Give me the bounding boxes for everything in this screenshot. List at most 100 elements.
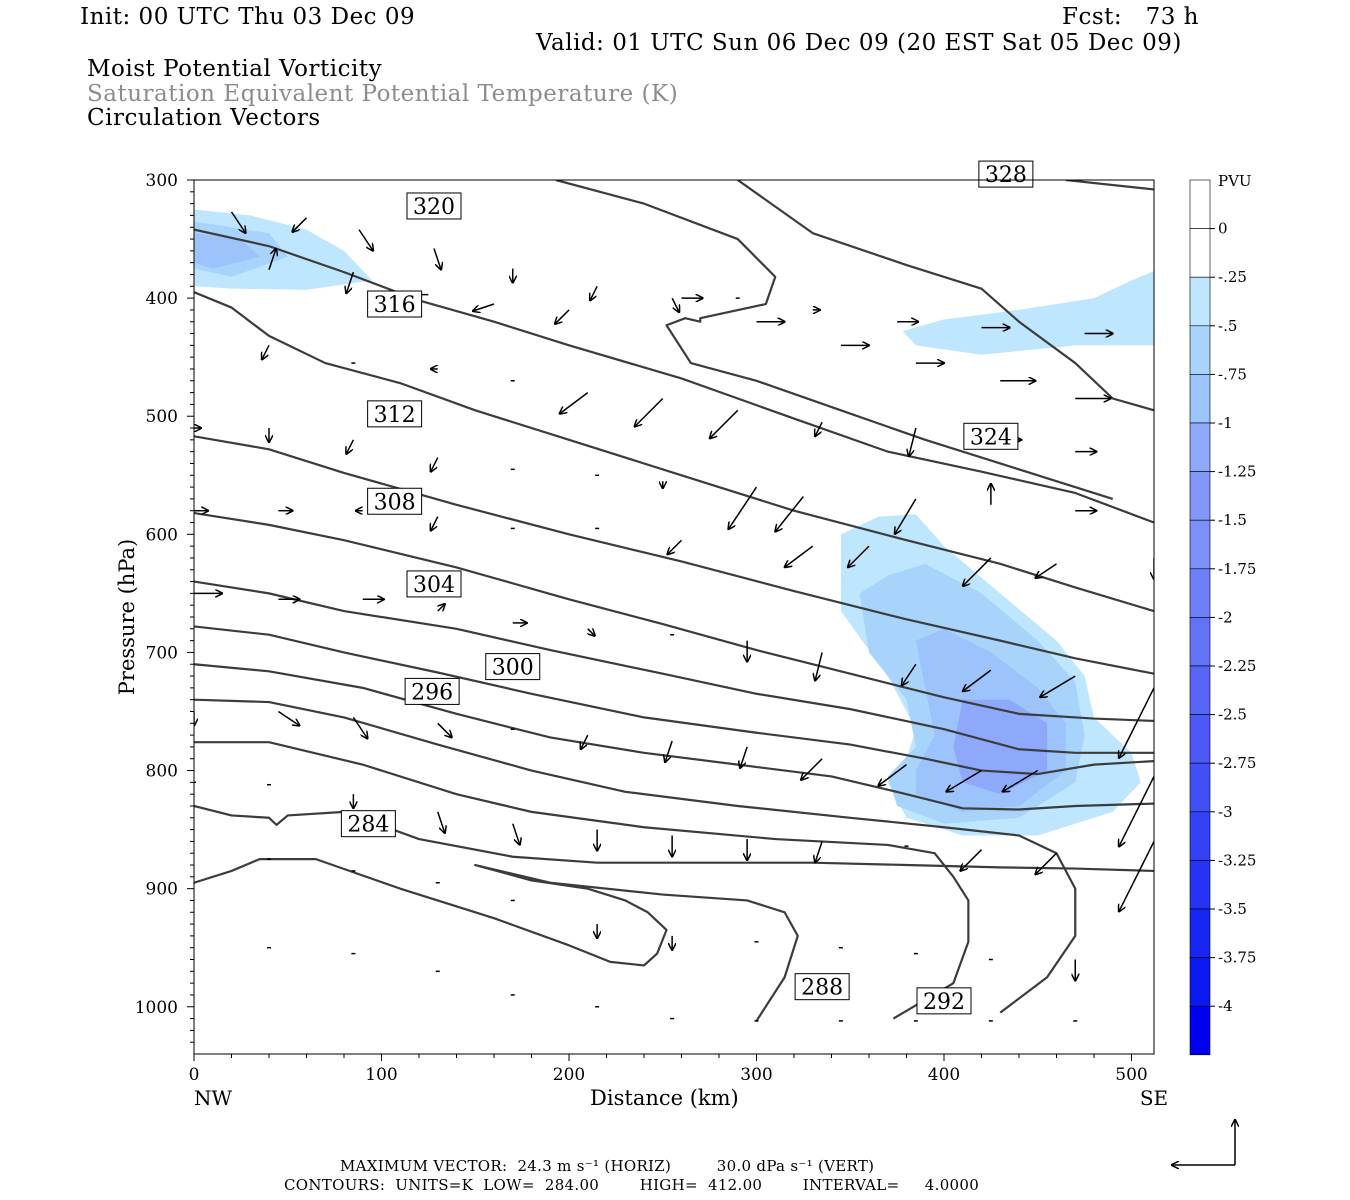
vector-arrow xyxy=(230,211,246,233)
vector-arrow xyxy=(268,249,276,270)
contour-324 xyxy=(194,228,1154,524)
vector-arrow xyxy=(668,539,683,554)
contour-label: 312 xyxy=(374,403,416,428)
contour-312 xyxy=(194,511,1154,723)
y-tick-label: 800 xyxy=(146,762,178,782)
field-title-vectors: Circulation Vectors xyxy=(87,105,321,131)
colorbar-label: -1.75 xyxy=(1218,560,1256,578)
contour-label: 320 xyxy=(413,195,455,220)
vector-arrow xyxy=(785,545,814,567)
vector-arrow xyxy=(431,457,439,472)
contour-label: 292 xyxy=(923,990,965,1015)
vector-arrow xyxy=(710,409,739,438)
contour-316 xyxy=(194,435,1154,675)
contour-label-box xyxy=(963,422,1019,450)
colorbar-swatch xyxy=(1189,714,1211,764)
contour-label-box xyxy=(406,192,462,220)
contour-label: 316 xyxy=(374,293,416,318)
valid-time: Valid: 01 UTC Sun 06 Dec 09 (20 EST Sat … xyxy=(536,30,1182,56)
vector-arrow xyxy=(512,823,520,845)
vector-arrow xyxy=(438,604,445,611)
vector-arrow xyxy=(262,345,270,359)
mpv-region xyxy=(902,270,1154,355)
colorbar-label: 0 xyxy=(1218,220,1228,238)
contour-label: 288 xyxy=(801,976,843,1001)
vector-arrow xyxy=(437,722,452,737)
colorbar-swatch xyxy=(1189,665,1211,715)
vector-arrow xyxy=(1040,675,1076,697)
contour-label: 296 xyxy=(411,680,453,705)
vector-arrow xyxy=(902,663,917,685)
contour-info-note: CONTOURS: UNITS=K LOW= 284.00 HIGH= 412.… xyxy=(284,1176,980,1194)
vector-arrow xyxy=(293,217,308,232)
y-tick-label: 300 xyxy=(146,171,178,191)
contour-336 xyxy=(1065,180,1154,191)
contour-label-box xyxy=(978,160,1034,188)
contour-320 xyxy=(194,291,1154,613)
vector-arrow xyxy=(1036,852,1058,874)
y-tick-label: 700 xyxy=(146,643,178,663)
vector-arrow xyxy=(1119,687,1154,758)
contour-label: 324 xyxy=(970,425,1012,450)
colorbar-label: -3 xyxy=(1218,803,1233,821)
vector-arrow xyxy=(740,746,748,768)
colorbar-swatch xyxy=(1189,325,1211,375)
colorbar-label: -1 xyxy=(1218,414,1233,432)
field-title-thetaes: Saturation Equivalent Potential Temperat… xyxy=(87,81,679,107)
y-tick-label: 900 xyxy=(146,880,178,900)
colorbar-label: -1.25 xyxy=(1218,463,1256,481)
colorbar: PVU 0 -.25 -.5 -.75 -1 -1.25 -1.5 -1.75 -2 -2.25 -2… xyxy=(1189,172,1256,1056)
contour-label-box xyxy=(340,810,396,838)
x-tick-label: 100 xyxy=(365,1065,397,1085)
colorbar-swatch xyxy=(1189,471,1211,521)
vector-arrow xyxy=(671,297,679,312)
vector-arrow xyxy=(879,764,907,786)
y-tick-label: 500 xyxy=(146,407,178,427)
max-vector-note: MAXIMUM VECTOR: 24.3 m s⁻¹ (HORIZ) 30.0 … xyxy=(340,1157,875,1175)
vector-arrow xyxy=(431,516,439,531)
contour-284 xyxy=(194,804,1154,873)
colorbar-label: -4 xyxy=(1218,997,1233,1015)
x-endpoint-left: NW xyxy=(194,1086,233,1110)
colorbar-label: -.5 xyxy=(1218,317,1237,335)
colorbar-label: -3.5 xyxy=(1218,900,1247,918)
contour-288 xyxy=(194,858,799,1022)
forecast-hour: Fcst: 73 h xyxy=(1062,4,1199,30)
circulation-vectors xyxy=(194,211,1154,1022)
colorbar-label: -2 xyxy=(1218,608,1233,626)
mpv-region xyxy=(194,233,260,269)
vector-arrow xyxy=(1003,769,1039,792)
vector-arrow xyxy=(635,397,664,427)
vector-arrow xyxy=(1036,563,1057,578)
colorbar-label: -3.75 xyxy=(1218,949,1256,967)
vector-arrow xyxy=(581,734,589,749)
init-time: Init: 00 UTC Thu 03 Dec 09 xyxy=(80,4,416,30)
contour-328 xyxy=(555,180,1114,500)
y-tick-label: 400 xyxy=(146,289,178,309)
reference-vector xyxy=(1172,1120,1235,1165)
vector-arrow xyxy=(473,303,495,311)
vector-arrow xyxy=(947,769,982,792)
theta-es-contours xyxy=(194,180,1154,1022)
contour-label-box xyxy=(916,987,972,1015)
x-tick-label: 400 xyxy=(928,1065,960,1085)
y-tick-label: 1000 xyxy=(135,998,178,1018)
vector-arrow xyxy=(815,652,823,680)
contour-labels: 284 288 292 296 300 304 308 312 316 320 324 328 xyxy=(340,160,1034,1015)
x-tick-label: 200 xyxy=(553,1065,585,1085)
vector-arrow xyxy=(437,811,445,833)
contour-label: 300 xyxy=(492,656,534,681)
colorbar-label: -.25 xyxy=(1218,268,1247,286)
contour-label: 328 xyxy=(985,163,1027,188)
colorbar-swatch xyxy=(1189,617,1211,667)
colorbar-label: -1.5 xyxy=(1218,511,1247,529)
vector-arrow xyxy=(775,496,804,532)
vector-arrow xyxy=(1119,841,1154,911)
contour-300 xyxy=(194,663,1154,811)
y-tick-label: 600 xyxy=(146,525,178,545)
vector-arrow xyxy=(560,391,589,414)
contour-292 xyxy=(194,741,970,1020)
vector-arrow xyxy=(433,248,441,270)
x-tick-label: 300 xyxy=(740,1065,772,1085)
x-tick-label: 0 xyxy=(189,1065,200,1085)
